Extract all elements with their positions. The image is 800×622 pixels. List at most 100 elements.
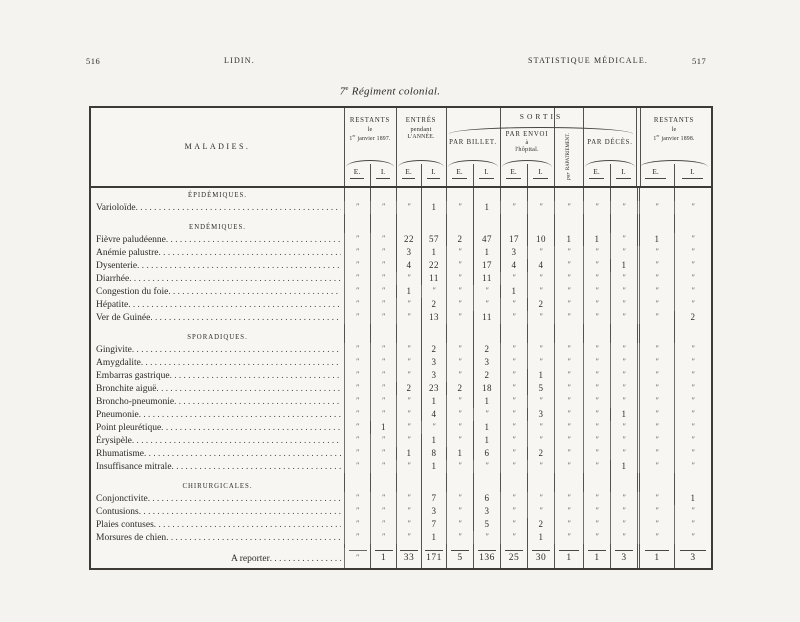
header-sortis: SORTIS [519,112,564,121]
subheader-e: E. [500,167,527,183]
cell-rapatriement [554,544,583,548]
header-par-envoi: PAR ENVOI à l'hôpital. [505,131,549,153]
cell-entres-i: 57 [421,233,446,246]
cell-envoi-i: 2 [527,298,554,311]
cell-billet-i: 1 [473,434,500,447]
cell-restants-1898-i [674,324,711,343]
row-label: Bronchite aiguë [91,382,344,395]
cell-envoi-e: ″ [500,369,527,382]
cell-entres-e: ″ [396,298,421,311]
cell-deces-i [610,214,637,233]
row-label: Broncho-pneumonie [91,395,344,408]
cell-deces-e: ″ [583,382,610,395]
dot-leader [141,356,341,369]
cell-envoi-e [500,324,527,343]
section-row: SPORADIQUES. [91,324,711,343]
cell-restants-1897-i [370,324,396,343]
subheader-i: I. [370,167,396,183]
cell-deces-i: ″ [610,518,637,531]
row-label: Hépatite [91,298,344,311]
table-row: Anémie palustre″″31″13″″″″″″ [91,246,711,259]
cell-deces-i: ″ [610,505,637,518]
cell-restants-1897-i: ″ [370,272,396,285]
cell-entres-i: 13 [421,311,446,324]
row-label: Fièvre paludéenne [91,233,344,246]
column-brace [640,160,708,167]
cell-entres-i: 4 [421,408,446,421]
cell-deces-i: ″ [610,311,637,324]
cell-deces-e [583,214,610,233]
row-label: Amygdalite [91,356,344,369]
cell-billet-e: ″ [446,356,473,369]
cell-envoi-e: 3 [500,246,527,259]
cell-deces-e: ″ [583,408,610,421]
section-row: CHIRURGICALES. [91,473,711,492]
cell-rapatriement: ″ [554,460,583,473]
cell-restants-1898-e [637,544,674,548]
cell-rapatriement: ″ [554,343,583,356]
table-row: Pneumonie″″″4″″″3″″1″″ [91,408,711,421]
cell-restants-1898-i: ″ [674,272,711,285]
cell-entres-e: ″ [396,434,421,447]
cell-entres-i: 3 [421,369,446,382]
cell-billet-i: ″ [473,298,500,311]
cell-envoi-i: ″ [527,505,554,518]
cell-deces-e [583,473,610,492]
column-divider-double [636,108,641,186]
cell-restants-1898-e: ″ [637,369,674,382]
cell-billet-i: 11 [473,311,500,324]
cell-restants-1897-i: ″ [370,447,396,460]
cell-envoi-i [527,544,554,548]
cell-envoi-i [527,214,554,233]
table-row: Broncho-pneumonie″″″1″1″″″″″″″ [91,395,711,408]
cell-rapatriement: 1 [554,233,583,246]
cell-entres-i: 7 [421,492,446,505]
row-label: Plaies contuses [91,518,344,531]
cell-billet-e: 2 [446,233,473,246]
cell-restants-1897-i: 1 [370,548,396,568]
cell-envoi-e: ″ [500,447,527,460]
subheader-i: I. [421,167,446,183]
cell-deces-i: ″ [610,246,637,259]
cell-restants-1898-i: ″ [674,298,711,311]
cell-entres-e: ″ [396,343,421,356]
cell-restants-1897-i: ″ [370,492,396,505]
cell-billet-i: 1 [473,246,500,259]
cell-restants-1898-e [637,214,674,233]
cell-restants-1897-i [370,214,396,233]
table-row: Plaies contuses″″″7″5″2″″″″″ [91,518,711,531]
subheader-i: I. [527,167,554,183]
cell-restants-1897-e: ″ [344,492,370,505]
cell-rapatriement: ″ [554,395,583,408]
header-par-billet: PAR BILLET. [449,139,497,146]
cell-restants-1897-e: ″ [344,233,370,246]
cell-restants-1898-e: ″ [637,272,674,285]
cell-restants-1897-i: ″ [370,408,396,421]
cell-entres-i: 3 [421,356,446,369]
dot-leader [150,311,341,324]
cell-entres-i: ″ [421,421,446,434]
cell-deces-e: ″ [583,531,610,544]
cell-restants-1898-i: ″ [674,356,711,369]
cell-deces-i: ″ [610,531,637,544]
header-rapatriement: par RAPATRIEMENT. [565,133,572,180]
cell-billet-e: ″ [446,311,473,324]
cell-envoi-i: ″ [527,460,554,473]
cell-restants-1897-e: ″ [344,505,370,518]
cell-deces-e: ″ [583,246,610,259]
cell-billet-e: 2 [446,382,473,395]
table-row: Contusions″″″3″3″″″″″″″ [91,505,711,518]
section-title: SPORADIQUES. [187,334,248,341]
section-row: ÉPIDÉMIQUES. [91,188,711,201]
cell-entres-e: ″ [396,408,421,421]
cell-billet-e: ″ [446,285,473,298]
cell-envoi-i: ″ [527,356,554,369]
cell-deces-i: ″ [610,356,637,369]
cell-restants-1898-e: ″ [637,343,674,356]
row-label: Insuffisance mitrale [91,460,344,473]
cell-deces-e: ″ [583,447,610,460]
cell-billet-e: ″ [446,421,473,434]
table-row: Insuffisance mitrale″″″1″″″″″″1″″ [91,460,711,473]
cell-deces-e: ″ [583,311,610,324]
cell-deces-e: ″ [583,259,610,272]
